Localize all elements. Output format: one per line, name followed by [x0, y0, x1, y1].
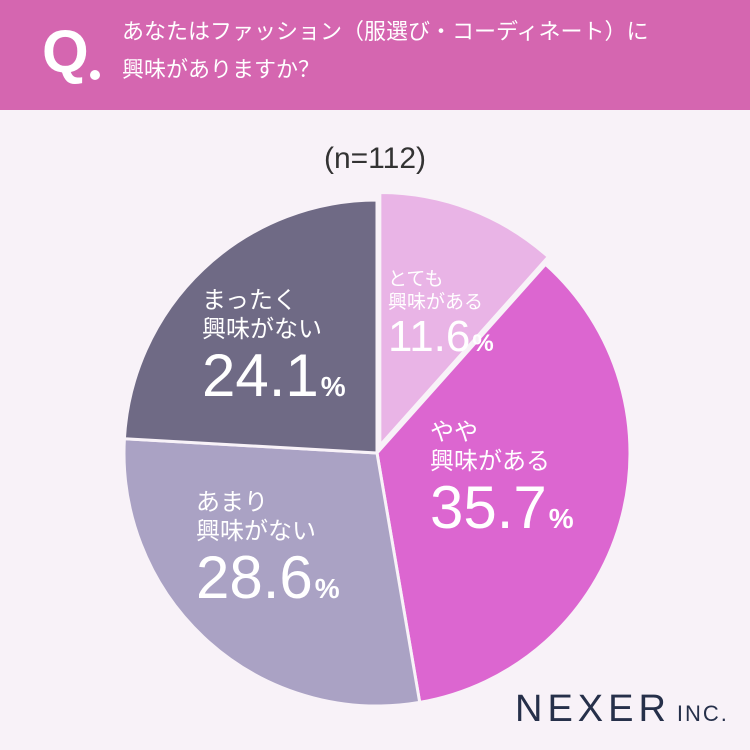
pie-slice-3	[122, 198, 379, 455]
slice-label-line1: とても	[388, 268, 444, 290]
slice-label-line1: やや	[430, 418, 478, 446]
question-text: あなたはファッション（服選び・コーディネート）に 興味がありますか？	[122, 14, 722, 90]
slice-label-not-at-all-interested: まったく 興味がない 24.1%	[202, 286, 346, 407]
percent-sign: %	[314, 572, 340, 604]
slice-label-very-interested: とても 興味がある 11.6%	[388, 268, 494, 360]
slice-value: 11.6	[388, 311, 471, 361]
slice-label-not-much-interested: あまり 興味がない 28.6%	[196, 488, 340, 609]
percent-sign: %	[320, 370, 346, 402]
slice-value: 24.1	[202, 341, 319, 409]
pie-slice-0	[378, 191, 551, 450]
q-dot	[90, 70, 100, 80]
slice-label-line1: あまり	[196, 488, 268, 516]
nexer-logo: NEXER INC.	[515, 688, 729, 731]
slice-label-line2: 興味がある	[388, 290, 484, 313]
sample-size: (n=112)	[323, 142, 426, 175]
question-line-2: 興味がありますか？	[122, 58, 321, 83]
slice-label-line2: 興味がない	[196, 516, 316, 545]
percent-sign: %	[472, 329, 494, 357]
slice-label-somewhat-interested: やや 興味がある 35.7%	[430, 418, 574, 539]
slice-value: 28.6	[196, 543, 313, 611]
pie-slice-1	[375, 262, 632, 705]
pie-slice-2	[122, 437, 422, 708]
logo-suffix: INC.	[676, 701, 729, 726]
question-header: Q あなたはファッション（服選び・コーディネート）に 興味がありますか？	[0, 0, 750, 110]
slice-value: 35.7	[430, 473, 547, 541]
logo-main: NEXER	[515, 688, 671, 730]
percent-sign: %	[548, 502, 574, 534]
q-mark: Q	[42, 18, 89, 85]
slice-label-line2: 興味がある	[430, 446, 550, 475]
slice-label-line1: まったく	[202, 286, 298, 314]
question-line-1: あなたはファッション（服選び・コーディネート）に	[122, 20, 649, 45]
slice-label-line2: 興味がない	[202, 314, 322, 343]
